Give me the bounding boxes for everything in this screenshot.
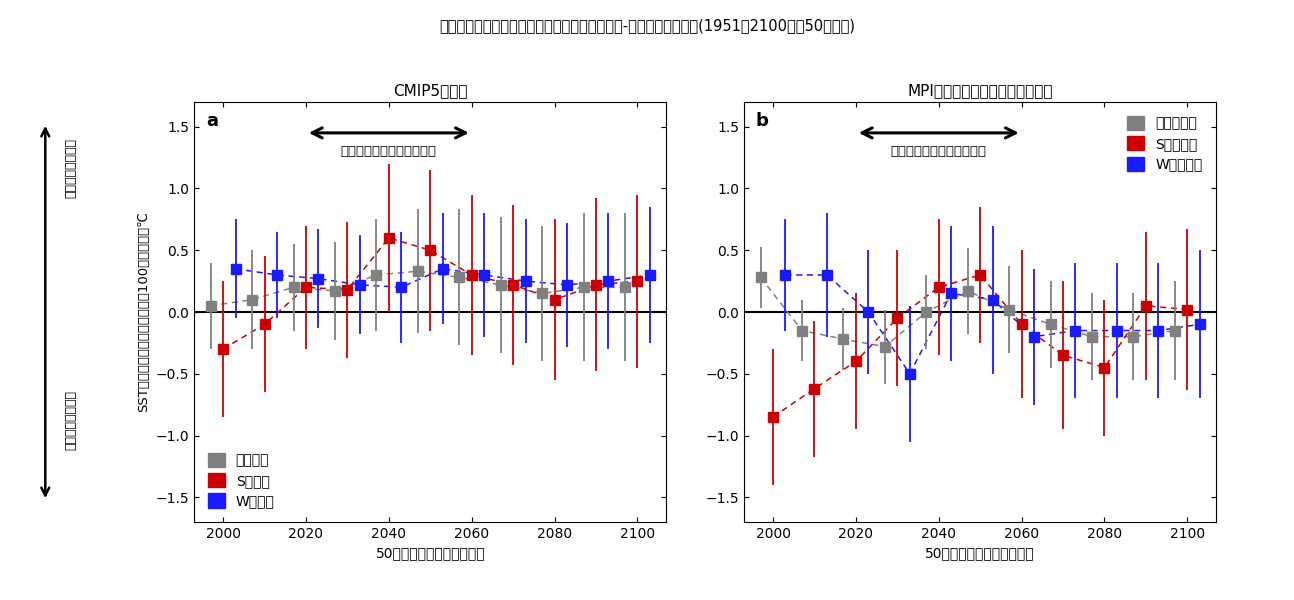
Legend: 全メンバー, Sメンバー, Wメンバー: 全メンバー, Sメンバー, Wメンバー [1121,109,1210,178]
Y-axis label: SSTコントラストのトレンド（100年あたり）℃: SSTコントラストのトレンド（100年あたり）℃ [137,211,150,413]
Text: 変化の違いが明らかな期間: 変化の違いが明らかな期間 [890,145,987,158]
X-axis label: 50年セグメントの最後の年: 50年セグメントの最後の年 [375,547,485,560]
Text: b: b [756,113,769,130]
Text: コントラスト強化: コントラスト強化 [65,390,78,450]
Legend: 全モデル, Sモデル, Wモデル: 全モデル, Sモデル, Wモデル [201,446,282,515]
Text: a: a [206,113,217,130]
Text: コントラスト弱化: コントラスト弱化 [65,138,78,198]
Title: CMIP5モデル: CMIP5モデル [393,83,467,98]
X-axis label: 50年セグメントの最後の年: 50年セグメントの最後の年 [925,547,1035,560]
Text: 変化の違いが明らかな期間: 変化の違いが明らかな期間 [340,145,437,158]
Title: MPI（独）モデル大アンサンブル: MPI（独）モデル大アンサンブル [907,83,1053,98]
Text: 赤道太平洋の海面水温東西コントラスト（東部-西部）の長期傾向(1951〜2100年の50年ごと): 赤道太平洋の海面水温東西コントラスト（東部-西部）の長期傾向(1951〜2100… [439,18,855,33]
